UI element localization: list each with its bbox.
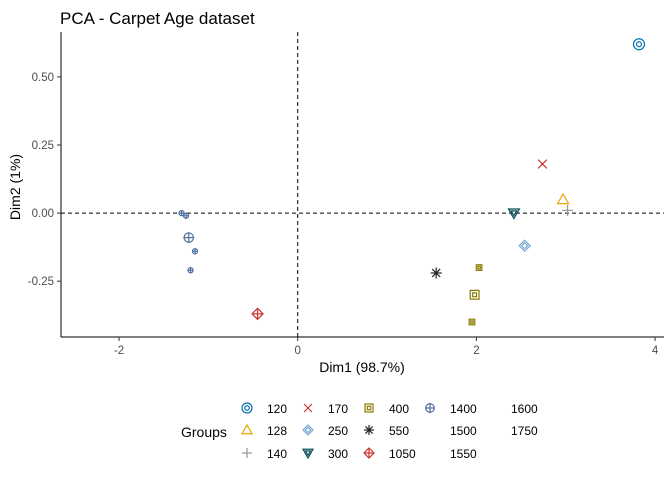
legend-label-300: 300 (328, 447, 348, 461)
data-point-1400 (182, 212, 190, 219)
legend-key-1400 (425, 403, 435, 413)
legend-key-140 (242, 448, 252, 458)
legend-title: Groups (181, 424, 227, 440)
data-point-128 (556, 192, 570, 205)
legend-label-128: 128 (267, 424, 287, 438)
legend-key-128 (240, 423, 254, 435)
chart-title: PCA - Carpet Age dataset (60, 9, 255, 28)
legend-key-400 (364, 403, 374, 413)
legend-label-120: 120 (267, 402, 287, 416)
legend-label-400: 400 (389, 402, 409, 416)
data-point-140 (562, 204, 574, 216)
data-point-550 (430, 267, 442, 279)
legend-label-1500: 1500 (450, 424, 477, 438)
legend: Groups 120 128 140 170 250 300 400 550 1050 1400 1… (181, 402, 538, 461)
x-tick-label: 2 (473, 345, 479, 357)
legend-label-170: 170 (328, 402, 348, 416)
data-point-1400 (178, 209, 185, 217)
legend-key-550 (364, 425, 374, 435)
data-point-1400 (191, 248, 199, 255)
legend-key-1050 (363, 447, 375, 459)
legend-label-250: 250 (328, 424, 348, 438)
legend-key-120 (241, 402, 253, 414)
y-tick-label: 0.50 (32, 72, 54, 84)
legend-label-1600: 1600 (511, 402, 538, 416)
data-point-250 (518, 239, 531, 253)
data-point-1400 (183, 232, 195, 244)
plot-area: -2 0 2 4 -0.25 0.00 0.25 0.50 (28, 32, 664, 357)
legend-key-300 (301, 448, 315, 460)
legend-label-140: 140 (267, 447, 287, 461)
legend-label-1550: 1550 (450, 447, 477, 461)
legend-label-1050: 1050 (389, 447, 416, 461)
data-point-300 (507, 208, 521, 220)
x-tick-label: 0 (295, 345, 301, 357)
data-point-1050 (251, 307, 264, 321)
legend-label-1750: 1750 (511, 424, 538, 438)
data-point-400 (469, 289, 480, 300)
x-axis-label: Dim1 (98.7%) (319, 359, 405, 375)
x-tick-label: -2 (114, 345, 124, 357)
data-point-120 (632, 38, 646, 51)
data-point-170 (537, 159, 548, 169)
data-point-400 (475, 264, 483, 271)
legend-key-250 (302, 424, 314, 436)
legend-key-170 (303, 403, 313, 413)
data-point-400 (468, 318, 476, 326)
y-axis-label: Dim2 (1%) (7, 154, 23, 220)
data-point-1400 (187, 267, 194, 274)
y-tick-label: 0.25 (32, 140, 54, 152)
y-tick-label: -0.25 (28, 276, 54, 288)
legend-label-1400: 1400 (450, 402, 477, 416)
y-tick-label: 0.00 (32, 208, 54, 220)
legend-label-550: 550 (389, 424, 409, 438)
x-tick-label: 4 (652, 345, 659, 357)
